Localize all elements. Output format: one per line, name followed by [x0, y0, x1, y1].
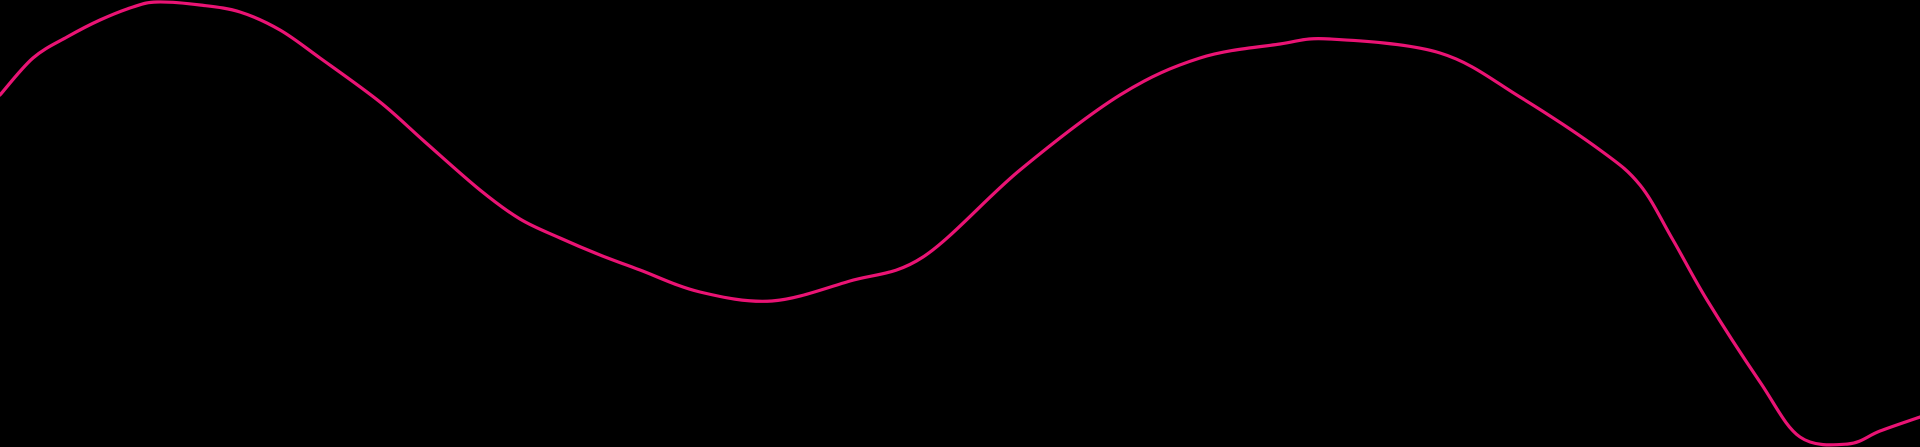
pink-spline-curve	[0, 0, 1920, 447]
curve-canvas	[0, 0, 1920, 447]
black-canvas-background	[0, 0, 1920, 447]
